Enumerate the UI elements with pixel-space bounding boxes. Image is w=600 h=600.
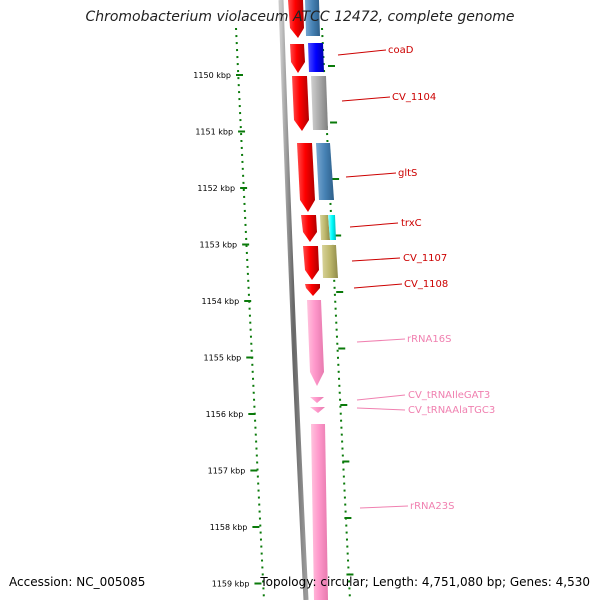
gene-label-rrna23s: rRNA23S bbox=[410, 501, 454, 512]
gene-label-cv1107: CV_1107 bbox=[403, 253, 447, 264]
ruler-tick-label: 1153 kbp bbox=[199, 241, 237, 250]
ruler-ticks: 1150 kbp 1151 kbp 1152 kbp 1153 kbp 1154 kbp… bbox=[193, 65, 354, 589]
gene-arrow-rrna23s[interactable] bbox=[311, 424, 328, 600]
leader-line bbox=[356, 407, 406, 411]
leader-line bbox=[341, 96, 391, 102]
ruler-tick-label: 1155 kbp bbox=[204, 354, 242, 363]
ruler-tick-label: 1159 kbp bbox=[212, 580, 250, 589]
gene-arrow-cv1107[interactable] bbox=[303, 246, 319, 280]
gene-label-cv1108: CV_1108 bbox=[404, 279, 448, 290]
gene-label-trna-ile: CV_tRNAIleGAT3 bbox=[408, 390, 490, 401]
gene-arrow-trxC[interactable] bbox=[301, 215, 317, 242]
cog-block bbox=[320, 215, 330, 240]
gene-lane bbox=[288, 0, 328, 600]
gene-label-trna-ala: CV_tRNAAlaTGC3 bbox=[408, 405, 495, 416]
ruler-tick-label: 1156 kbp bbox=[206, 410, 244, 419]
gene-arrow-trna-ile[interactable] bbox=[310, 397, 324, 403]
leader-line bbox=[337, 49, 387, 56]
leader-line bbox=[345, 172, 397, 178]
ruler-tick-label: 1151 kbp bbox=[195, 128, 233, 137]
gene-arrow-gltS[interactable] bbox=[297, 143, 315, 212]
gene-label-gltS: gltS bbox=[398, 168, 417, 179]
leader-line bbox=[351, 257, 401, 262]
gene-arrow-trna-ala[interactable] bbox=[310, 407, 325, 413]
ruler-tick-label: 1150 kbp bbox=[193, 71, 231, 80]
ruler-tick-label: 1154 kbp bbox=[201, 297, 239, 306]
gene-arrow-cv1104b[interactable] bbox=[292, 76, 309, 131]
cog-lane bbox=[305, 0, 338, 278]
gene-arrow-coaD[interactable] bbox=[288, 0, 304, 38]
cog-block bbox=[328, 215, 336, 240]
cog-block bbox=[308, 43, 324, 72]
leader-line bbox=[349, 222, 399, 228]
ruler-guide-inner bbox=[235, 27, 265, 600]
leader-line bbox=[356, 338, 406, 343]
gene-label-cv1104: CV_1104 bbox=[392, 92, 436, 103]
leader-line bbox=[359, 505, 409, 509]
ruler-tick-label: 1157 kbp bbox=[208, 467, 246, 476]
ruler-tick-label: 1158 kbp bbox=[210, 523, 248, 532]
leader-line bbox=[353, 283, 403, 289]
gene-label-coaD: coaD bbox=[388, 45, 414, 56]
cog-block bbox=[311, 76, 328, 130]
map-title: Chromobacterium violaceum ATCC 12472, co… bbox=[85, 9, 515, 25]
genome-backbone bbox=[278, 0, 309, 600]
gene-arrow-cv1108[interactable] bbox=[305, 284, 320, 296]
accession-text: Accession: NC_005085 bbox=[9, 575, 146, 589]
cog-block bbox=[322, 245, 338, 278]
cog-block bbox=[316, 143, 334, 200]
ruler-tick-label: 1152 kbp bbox=[197, 184, 235, 193]
gene-arrow-cv1104[interactable] bbox=[290, 44, 305, 73]
genome-stats-text: Topology: circular; Length: 4,751,080 bp… bbox=[260, 575, 590, 589]
gene-label-rrna16s: rRNA16S bbox=[407, 334, 451, 345]
gene-arrow-rrna16s[interactable] bbox=[307, 300, 324, 386]
gene-labels: coaD CV_1104 gltS trxC CV_1107 CV_1108 r… bbox=[337, 45, 495, 512]
leader-line bbox=[356, 394, 406, 401]
cog-block bbox=[305, 0, 320, 36]
gene-label-trxC: trxC bbox=[401, 218, 422, 229]
